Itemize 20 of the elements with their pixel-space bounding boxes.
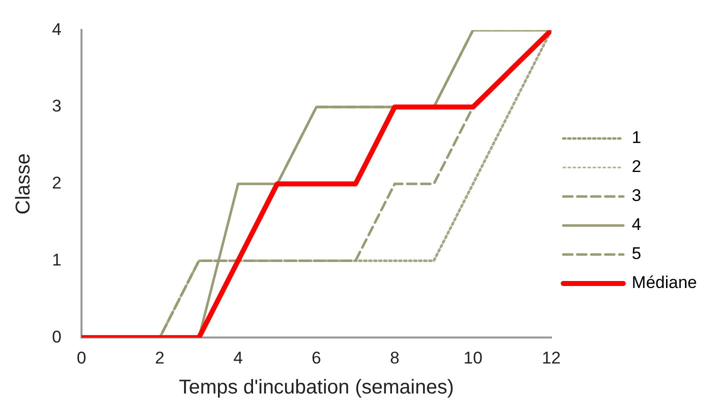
x-tick-label: 8 (390, 348, 400, 368)
x-tick-label: 4 (233, 348, 243, 368)
x-tick-label: 2 (155, 348, 164, 368)
legend-label: 3 (632, 186, 642, 206)
legend-label: 1 (632, 128, 642, 148)
x-tick-label: 0 (76, 348, 86, 368)
legend-label: 2 (632, 157, 642, 176)
y-axis-title: Classe (12, 153, 35, 214)
y-tick-label: 2 (52, 174, 62, 193)
legend-label: Médiane (632, 273, 698, 292)
legend-label: 5 (632, 244, 642, 264)
y-tick-label: 4 (52, 20, 62, 39)
x-axis-title: Temps d'incubation (semaines) (178, 376, 454, 399)
x-tick-label: 12 (542, 348, 561, 368)
y-tick-label: 3 (52, 96, 62, 116)
x-tick-label: 6 (312, 348, 322, 368)
y-tick-label: 1 (52, 250, 62, 270)
x-tick-label: 10 (464, 348, 482, 368)
legend-label: 4 (632, 215, 642, 234)
y-tick-label: 0 (52, 327, 62, 346)
